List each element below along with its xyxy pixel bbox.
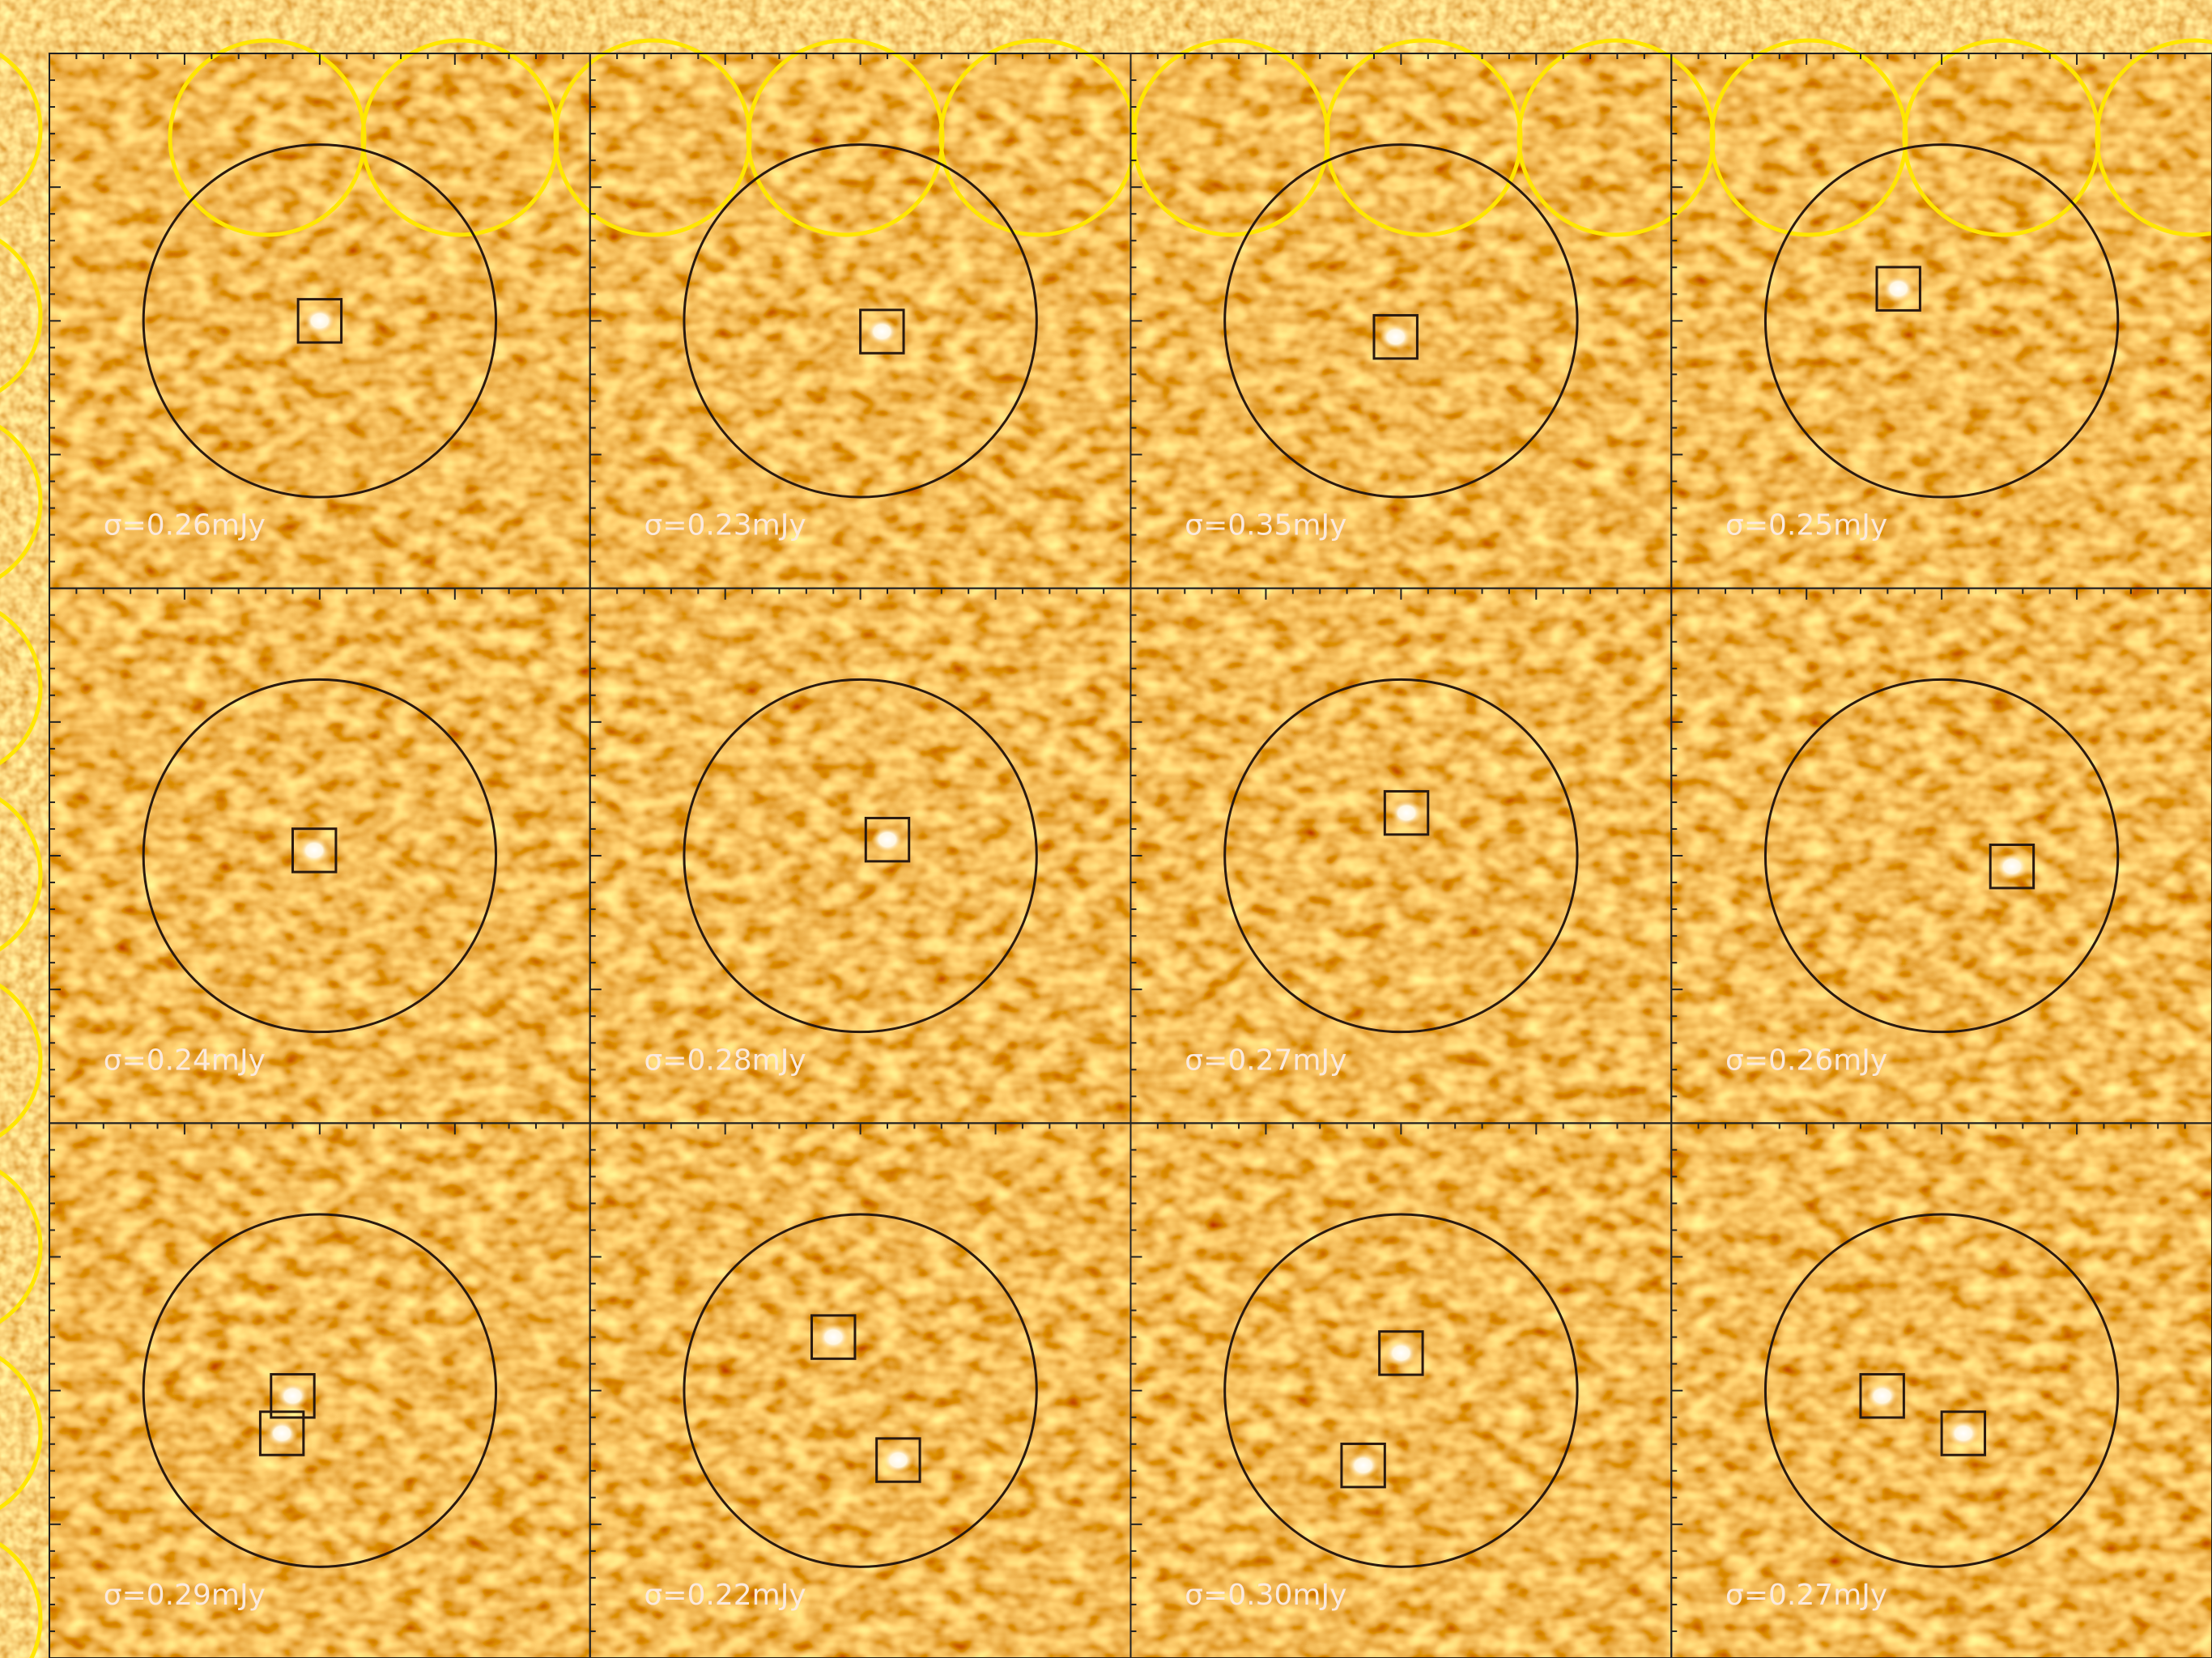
sigma-label: σ=0.28mJy [644, 1044, 806, 1077]
sigma-label: σ=0.23mJy [644, 509, 806, 542]
sigma-label: σ=0.25mJy [1725, 509, 1887, 542]
source [1391, 800, 1422, 826]
source [1948, 1420, 1979, 1446]
source [1385, 1340, 1416, 1366]
sigma-label: σ=0.27mJy [1725, 1579, 1887, 1612]
source [1882, 276, 1913, 302]
source [304, 308, 335, 334]
source [1866, 1383, 1897, 1409]
sigma-label: σ=0.26mJy [1725, 1044, 1887, 1077]
sigma-label: σ=0.24mJy [104, 1044, 266, 1077]
page: {"panels": [ {"label": "σ=0.26mJy"}, {"l… [0, 0, 2212, 1658]
sigma-label: σ=0.35mJy [1185, 509, 1346, 542]
source [1997, 853, 2027, 879]
sigma-label: σ=0.26mJy [104, 509, 266, 542]
source [1380, 324, 1410, 350]
source [866, 319, 897, 345]
sigma-label: σ=0.27mJy [1185, 1044, 1346, 1077]
source [883, 1448, 913, 1473]
source [299, 837, 330, 863]
source [266, 1420, 297, 1446]
source [818, 1324, 849, 1350]
source [872, 827, 903, 852]
sigma-label: σ=0.30mJy [1185, 1579, 1346, 1612]
source [277, 1383, 308, 1409]
sigma-label: σ=0.22mJy [644, 1579, 806, 1612]
figure: σ=0.26mJy σ=0.23mJy σ=0.35mJy σ=0.25mJy σ=0.… [0, 0, 2212, 1658]
source [1347, 1452, 1378, 1478]
sigma-label: σ=0.29mJy [104, 1579, 266, 1612]
